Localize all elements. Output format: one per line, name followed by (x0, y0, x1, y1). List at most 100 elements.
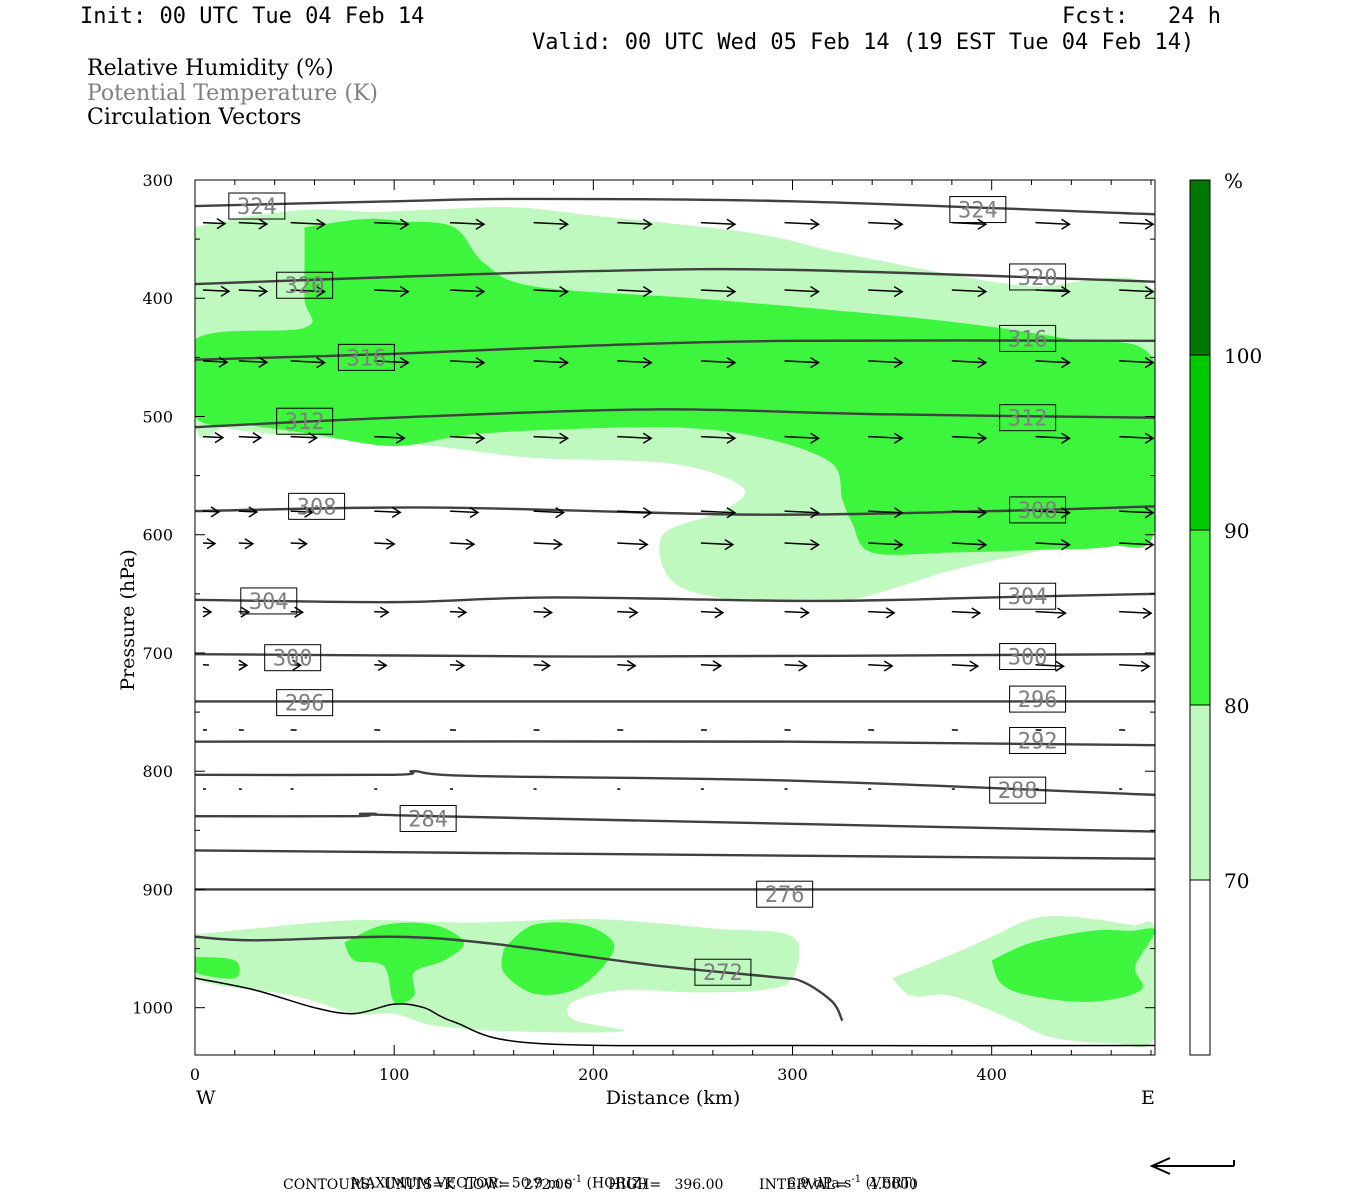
circulation-vector (700, 664, 721, 667)
circulation-vector (374, 289, 409, 293)
reference-vector-arrow (1149, 1157, 1235, 1175)
max-vector-vert-value: 6.9 dPa s (786, 1175, 852, 1192)
circulation-vector-head (642, 286, 653, 298)
circulation-vector (700, 360, 735, 364)
circulation-vector (784, 289, 819, 293)
colorbar-label: 90 (1224, 519, 1249, 543)
circulation-vector-head (810, 356, 820, 369)
theta-label-288: 288 (998, 779, 1038, 804)
y-tick-label: 1000 (132, 999, 173, 1018)
circulation-vector (202, 360, 228, 363)
circulation-vector (784, 221, 819, 226)
theta-label-box (999, 582, 1057, 610)
circulation-vector-head (455, 659, 466, 672)
circulation-vector (784, 510, 819, 514)
rh-region-80 (991, 928, 1155, 1002)
circulation-vector (1035, 510, 1070, 514)
x-tick-label: 300 (777, 1065, 808, 1084)
theta-label-312: 312 (1008, 407, 1048, 432)
circulation-vector-head (977, 539, 988, 551)
circulation-vector-head (885, 607, 896, 619)
circulation-vector (290, 510, 313, 513)
circulation-vector (449, 221, 484, 226)
circulation-vector-head (240, 606, 251, 618)
circulation-vector (290, 664, 301, 667)
x-tick-label: 100 (379, 1065, 410, 1084)
x-tick-label: 0 (190, 1065, 200, 1084)
theta-contour-308 (195, 505, 1155, 516)
theta-label-box (264, 644, 322, 672)
theta-label-box (989, 776, 1047, 804)
circulation-vector-head (379, 606, 390, 618)
circulation-vector (290, 435, 317, 439)
circulation-vector-head (893, 218, 904, 230)
y-tick-label: 600 (142, 526, 173, 545)
circulation-vector (868, 221, 903, 226)
circulation-vector-head (559, 356, 570, 369)
circulation-vector-head (316, 218, 327, 230)
theta-label-box (999, 643, 1057, 671)
circulation-vector-head (712, 660, 723, 672)
theta-label-296: 296 (1018, 688, 1058, 713)
circulation-vector-head (642, 432, 653, 444)
circulation-vector-head (377, 659, 388, 672)
circulation-vector-head (977, 356, 988, 369)
circulation-vector (784, 360, 819, 364)
east-label: E (1141, 1087, 1155, 1109)
circulation-vector (868, 435, 903, 440)
circulation-vector-head (893, 507, 904, 519)
circulation-vector-head (399, 356, 410, 369)
circulation-vector (868, 510, 903, 514)
circulation-vector (868, 360, 903, 364)
theta-label-324: 324 (237, 195, 277, 220)
circulation-vector (1035, 664, 1064, 667)
theta-label-308: 308 (1018, 499, 1058, 524)
circulation-vector (784, 435, 819, 440)
theta-label-box (276, 407, 334, 435)
circulation-vector-head (798, 660, 808, 672)
circulation-vector-head (304, 506, 315, 518)
y-tick-label: 400 (142, 289, 173, 308)
theta-label-box (1009, 496, 1067, 524)
circulation-vector-head (1144, 218, 1155, 230)
circulation-vector (617, 542, 648, 546)
circulation-vector (700, 542, 733, 546)
circulation-vector (951, 360, 986, 364)
circulation-vector-head (969, 660, 980, 672)
circulation-vector (617, 221, 652, 226)
circulation-vector-head (810, 507, 820, 519)
circulation-vector (290, 289, 325, 293)
circulation-vector (533, 221, 568, 226)
colorbar-segment (1189, 179, 1211, 356)
init-time: Init: 00 UTC Tue 04 Feb 14 (80, 4, 425, 29)
circulation-vector (202, 542, 216, 545)
circulation-vector (1035, 542, 1070, 546)
circulation-vector (449, 542, 474, 545)
theta-contour-304 (195, 592, 1155, 604)
circulation-vector-head (977, 286, 988, 298)
circulation-vector (951, 664, 978, 667)
circulation-vector (374, 542, 395, 545)
circulation-vector (1119, 610, 1152, 614)
circulation-vector (1035, 610, 1066, 614)
circulation-vector-head (391, 506, 402, 519)
theta-label-box (276, 271, 334, 299)
theta-label-324: 324 (958, 199, 998, 224)
west-label: W (196, 1087, 216, 1109)
circulation-vector (951, 542, 986, 546)
valid-time: Valid: 00 UTC Wed 05 Feb 14 (19 EST Tue … (532, 30, 1195, 55)
circulation-vector-head (883, 660, 894, 672)
circulation-vector-head (893, 356, 904, 369)
circulation-vector-head (628, 606, 639, 619)
circulation-vector (1035, 360, 1070, 364)
circulation-vector (374, 360, 409, 364)
circulation-vector (1119, 360, 1154, 364)
circulation-vector-head (638, 538, 649, 551)
circulation-vector (449, 360, 484, 364)
circulation-vector (290, 542, 307, 545)
rh-region-80 (195, 956, 240, 979)
circulation-vector (1035, 221, 1070, 226)
rh-region-80 (344, 922, 465, 1004)
circulation-vector-head (469, 506, 480, 519)
theta-contour-292 (195, 740, 1155, 747)
